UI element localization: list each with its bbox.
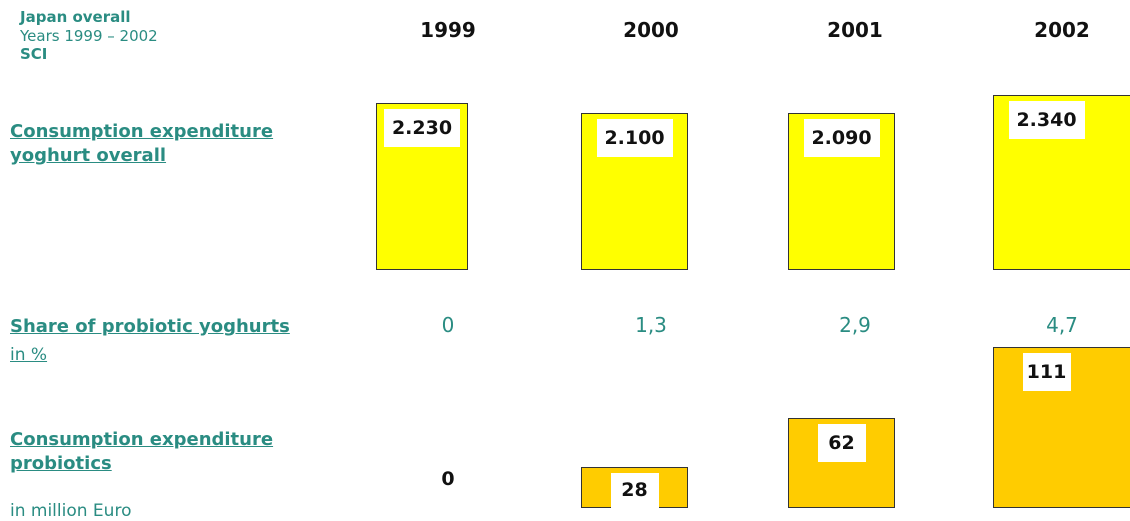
row-unit: in % xyxy=(10,345,48,365)
value-label: 2.090 xyxy=(803,119,880,158)
value-label: 2.100 xyxy=(596,118,673,157)
row-label: Consumption expenditure yoghurt overall xyxy=(10,121,274,166)
value-label: 28 xyxy=(610,473,659,508)
value-label: 0 xyxy=(441,468,455,490)
share-value: 0 xyxy=(441,313,455,337)
share-value: 4,7 xyxy=(1046,313,1078,337)
year-label: 1999 xyxy=(420,18,476,42)
year-label: 2000 xyxy=(623,18,679,42)
row-label: Share of probiotic yoghurts xyxy=(10,316,290,337)
value-label: 62 xyxy=(817,424,866,463)
year-label: 2001 xyxy=(827,18,883,42)
header-subtitle: Years 1999 – 2002 xyxy=(20,27,158,45)
year-label: 2002 xyxy=(1034,18,1090,42)
row-label: Consumption expenditure probiotics xyxy=(10,429,274,474)
header-source: SCI xyxy=(20,45,48,63)
share-value: 2,9 xyxy=(839,313,871,337)
share-value: 1,3 xyxy=(635,313,667,337)
value-label: 111 xyxy=(1022,353,1071,392)
row-unit: in million Euro xyxy=(10,501,132,521)
header-title: Japan overall xyxy=(20,8,131,26)
value-label: 2.230 xyxy=(384,108,460,147)
value-label: 2.340 xyxy=(1008,100,1085,139)
